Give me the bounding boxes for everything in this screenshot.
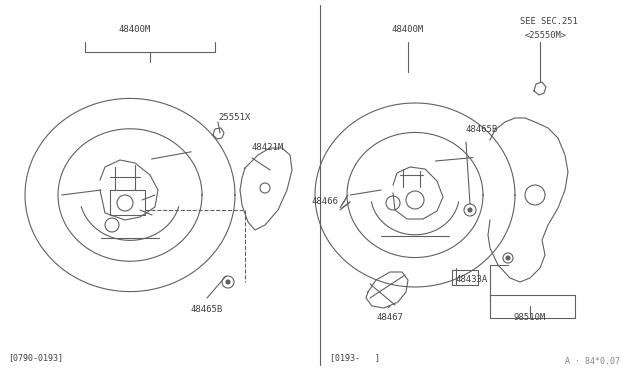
Text: 48400M: 48400M (119, 26, 151, 35)
Text: 48433A: 48433A (456, 276, 488, 285)
Text: 48467: 48467 (376, 314, 403, 323)
Text: [0790-0193]: [0790-0193] (8, 353, 63, 362)
Text: <25550M>: <25550M> (525, 31, 567, 39)
Text: SEE SEC.251: SEE SEC.251 (520, 17, 578, 26)
Text: 25551X: 25551X (218, 112, 250, 122)
Text: 48465B: 48465B (466, 125, 499, 135)
Text: [0193-   ]: [0193- ] (330, 353, 380, 362)
Text: 48400M: 48400M (392, 26, 424, 35)
Circle shape (506, 256, 510, 260)
Circle shape (226, 280, 230, 284)
Text: 48465B: 48465B (191, 305, 223, 314)
Text: 48421M: 48421M (252, 144, 284, 153)
Circle shape (468, 208, 472, 212)
Text: A · 84*0.07: A · 84*0.07 (565, 357, 620, 366)
Text: 48466: 48466 (311, 198, 338, 206)
Text: 98510M: 98510M (514, 314, 546, 323)
